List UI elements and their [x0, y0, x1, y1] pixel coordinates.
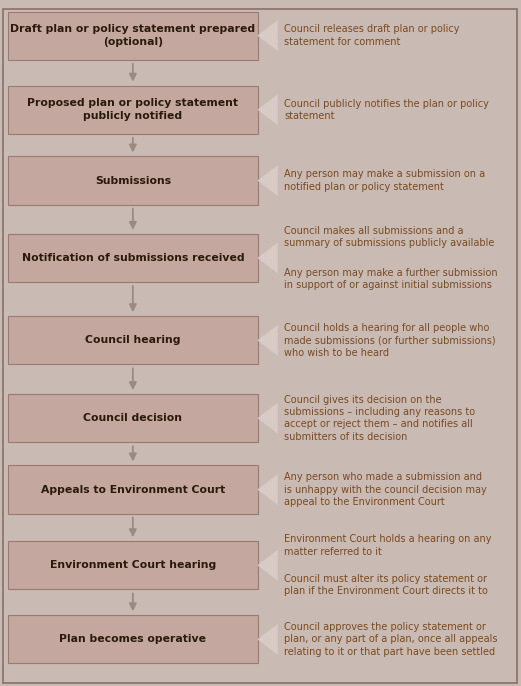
FancyBboxPatch shape	[8, 12, 258, 60]
Polygon shape	[257, 550, 278, 580]
Text: Council releases draft plan or policy
statement for comment: Council releases draft plan or policy st…	[284, 25, 460, 47]
Text: Council hearing: Council hearing	[85, 335, 181, 345]
Text: Council approves the policy statement or
plan, or any part of a plan, once all a: Council approves the policy statement or…	[284, 622, 498, 657]
Text: Any person who made a submission and
is unhappy with the council decision may
ap: Any person who made a submission and is …	[284, 472, 487, 507]
FancyBboxPatch shape	[8, 394, 258, 442]
Polygon shape	[257, 21, 278, 51]
Polygon shape	[257, 325, 278, 355]
FancyBboxPatch shape	[8, 86, 258, 134]
FancyBboxPatch shape	[8, 615, 258, 663]
FancyBboxPatch shape	[8, 465, 258, 514]
FancyBboxPatch shape	[8, 316, 258, 364]
Text: Council gives its decision on the
submissions – including any reasons to
accept : Council gives its decision on the submis…	[284, 394, 475, 442]
Text: Environment Court hearing: Environment Court hearing	[49, 560, 216, 570]
Text: Proposed plan or policy statement
publicly notified: Proposed plan or policy statement public…	[28, 98, 238, 121]
FancyBboxPatch shape	[8, 541, 258, 589]
Text: Any person may make a further submission
in support of or against initial submis: Any person may make a further submission…	[284, 268, 498, 290]
FancyBboxPatch shape	[8, 234, 258, 282]
FancyBboxPatch shape	[8, 156, 258, 204]
Text: Submissions: Submissions	[95, 176, 171, 185]
Text: Any person may make a submission on a
notified plan or policy statement: Any person may make a submission on a no…	[284, 169, 485, 192]
Text: Environment Court holds a hearing on any
matter referred to it: Environment Court holds a hearing on any…	[284, 534, 491, 557]
Polygon shape	[257, 165, 278, 196]
Text: Notification of submissions received: Notification of submissions received	[21, 253, 244, 263]
Text: Draft plan or policy statement prepared
(optional): Draft plan or policy statement prepared …	[10, 24, 255, 47]
Text: Council holds a hearing for all people who
made submissions (or further submissi: Council holds a hearing for all people w…	[284, 323, 495, 357]
Polygon shape	[257, 474, 278, 505]
Text: Appeals to Environment Court: Appeals to Environment Court	[41, 484, 225, 495]
Text: Council publicly notifies the plan or policy
statement: Council publicly notifies the plan or po…	[284, 99, 489, 121]
Text: Plan becomes operative: Plan becomes operative	[59, 635, 206, 644]
Text: Council decision: Council decision	[83, 413, 182, 423]
Polygon shape	[257, 403, 278, 434]
Polygon shape	[257, 624, 278, 654]
Text: Council makes all submissions and a
summary of submissions publicly available: Council makes all submissions and a summ…	[284, 226, 494, 248]
Polygon shape	[257, 243, 278, 273]
Text: Council must alter its policy statement or
plan if the Environment Court directs: Council must alter its policy statement …	[284, 573, 488, 596]
Polygon shape	[257, 95, 278, 125]
